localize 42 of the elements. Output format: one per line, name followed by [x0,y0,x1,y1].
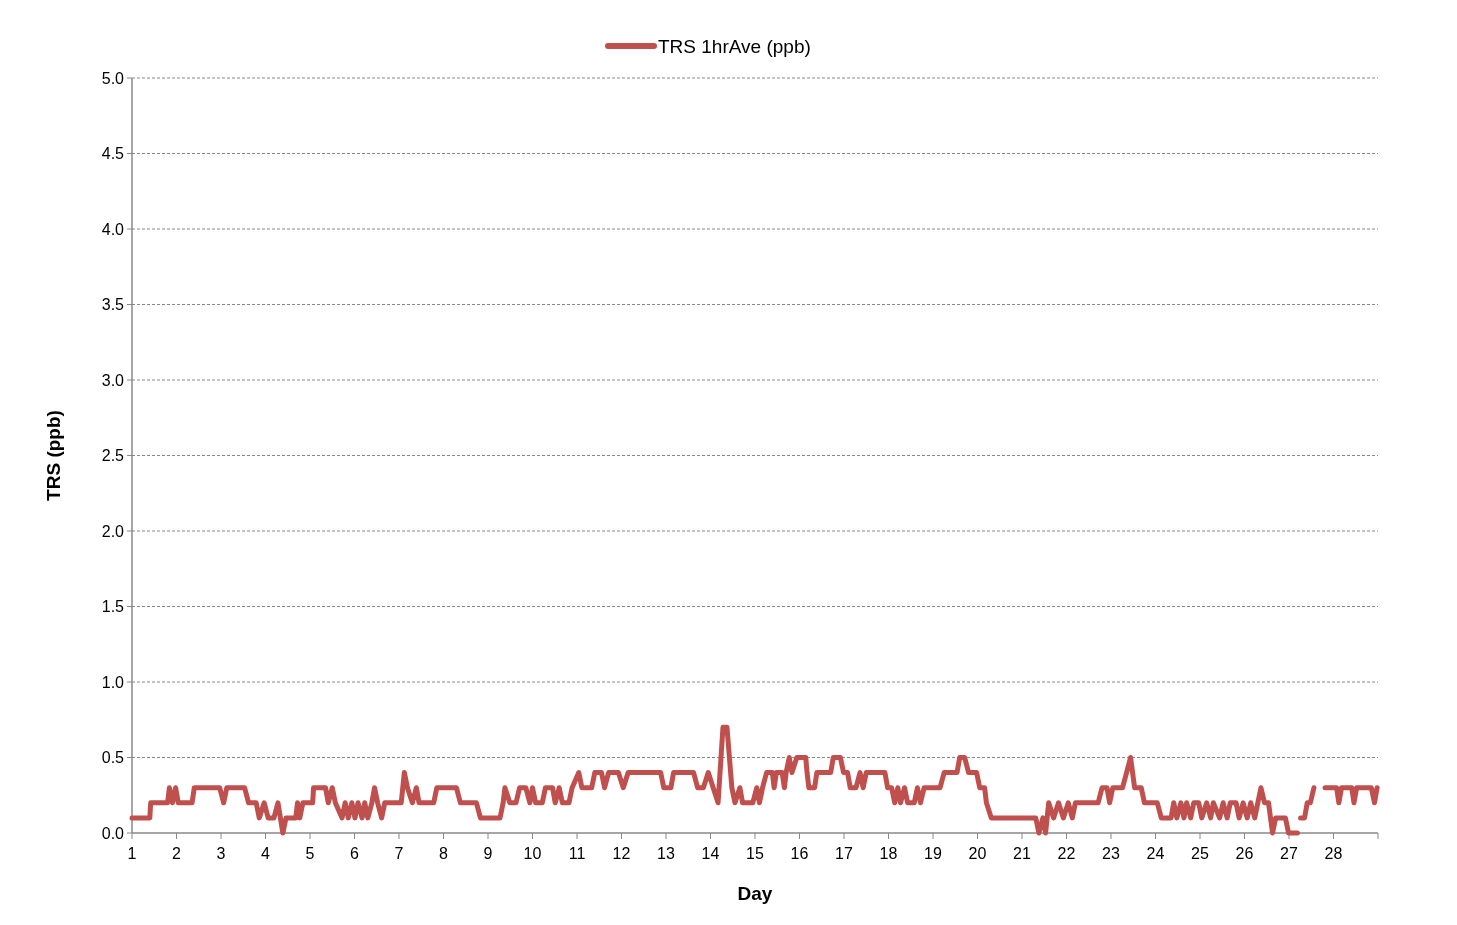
x-tick-label: 13 [657,845,675,862]
y-tick-label: 1.5 [101,598,125,616]
x-tick-label: 15 [746,845,764,862]
x-tick-label: 28 [1324,845,1343,862]
x-tick-label: 17 [835,845,853,862]
x-tick-label: 21 [1013,845,1031,862]
x-tick-label: 12 [612,845,631,862]
x-tick-label: 25 [1191,845,1209,862]
x-tick-label: 10 [523,845,542,862]
y-tick-label: 2.5 [101,447,125,465]
y-axis-title: TRS (ppb) [43,410,64,501]
x-tick-label: 19 [924,845,942,862]
x-tick-label: 3 [216,845,226,862]
y-tick-label: 0.5 [101,749,125,767]
y-tick-label: 5.0 [101,69,125,87]
x-tick-label: 2 [172,845,182,862]
x-tick-label: 1 [127,845,137,862]
y-tick-label: 3.0 [101,371,125,389]
x-tick-label: 24 [1146,845,1165,862]
x-tick-label: 5 [305,845,315,862]
x-tick-label: 14 [701,845,720,862]
x-tick-label: 11 [568,845,586,862]
x-tick-label: 6 [350,845,360,862]
y-tick-label: 4.5 [101,145,125,163]
y-tick-label: 3.5 [101,296,125,314]
x-tick-label: 26 [1235,845,1254,862]
x-tick-label: 27 [1280,845,1298,862]
x-tick-label: 20 [968,845,987,862]
x-tick-label: 23 [1102,845,1120,862]
x-tick-label: 4 [261,845,271,862]
y-tick-label: 2.0 [101,522,125,540]
y-tick-label: 1.0 [101,673,125,691]
y-tick-label: 4.0 [101,220,125,238]
x-axis-title: Day [737,883,773,904]
x-tick-label: 22 [1057,845,1076,862]
x-tick-label: 7 [394,845,404,862]
x-tick-label: 8 [439,845,449,862]
y-tick-label: 0.0 [101,824,125,842]
x-tick-label: 18 [879,845,898,862]
x-tick-label: 9 [483,845,493,862]
legend-label: TRS 1hrAve (ppb) [658,35,811,57]
x-tick-label: 16 [790,845,809,862]
